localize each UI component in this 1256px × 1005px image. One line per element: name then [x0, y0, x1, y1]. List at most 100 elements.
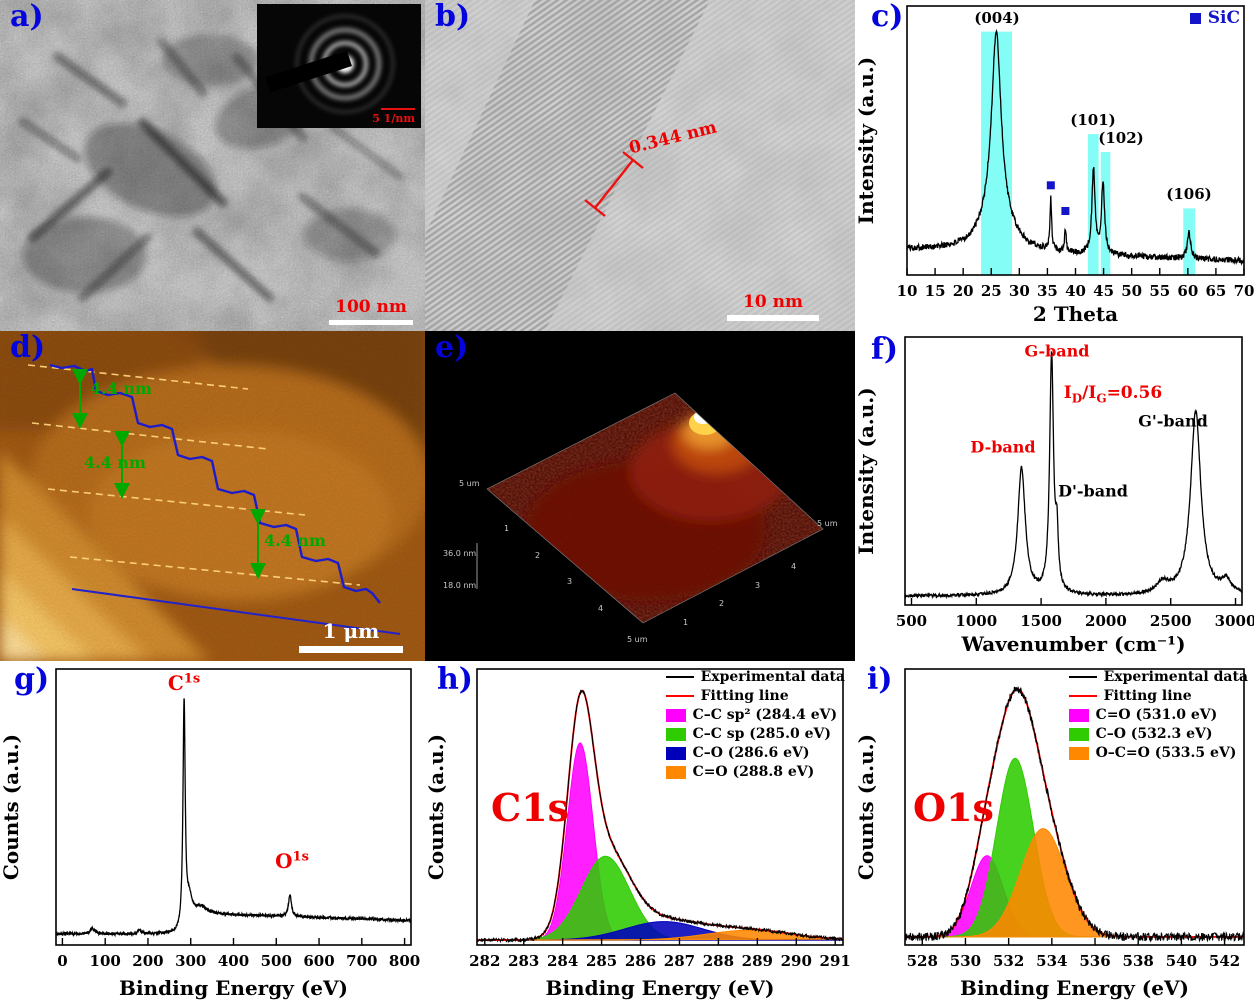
- x-tick-label: 50: [1121, 282, 1142, 300]
- legend-row: C=O (288.8 eV): [665, 764, 845, 780]
- panel-label: g): [14, 662, 50, 697]
- axis-tick-label: 3: [755, 581, 761, 590]
- x-tick-label: 300: [175, 952, 206, 970]
- x-axis-label: Binding Energy (eV): [960, 976, 1189, 1000]
- species-label: C1s: [491, 785, 570, 830]
- y-axis-label: Counts (a.u.): [855, 734, 878, 880]
- raman-plot: 500 1000 1500 2000 2500 3000 Wavenumber (cm⁻¹)…: [855, 336, 1256, 656]
- x-tick-label: 288: [703, 952, 734, 970]
- panel-g-xps-survey: 0 100 200 300 400 500 600 700 800 Binding Energy …: [0, 661, 425, 1005]
- x-tick-label: 1000: [955, 612, 997, 630]
- panel-f-raman: 500 1000 1500 2000 2500 3000 Wavenumber (cm⁻¹)…: [855, 331, 1256, 661]
- x-axis-label: Binding Energy (eV): [546, 976, 775, 1000]
- highlight-box: [1183, 208, 1196, 275]
- panel-label: i): [867, 662, 893, 697]
- x-tick-label: 60: [1177, 282, 1198, 300]
- legend-label: Experimental data: [700, 669, 845, 685]
- xps-survey-chart: 0 100 200 300 400 500 600 700 800 Binding Energy …: [0, 661, 425, 1005]
- axis-tick-label: 36.0 nm: [443, 549, 477, 558]
- sic-marker-icon: [1189, 12, 1201, 24]
- x-tick-label: 540: [1166, 952, 1197, 970]
- xrd-chart: 10 15 20 25 30 35 40 45 50 55 60 65 70 2 Theta Intensi…: [855, 0, 1256, 331]
- x-tick-label: 528: [907, 952, 938, 970]
- profile-section-line: [71, 588, 401, 635]
- axis-tick-label: 1: [683, 618, 689, 627]
- survey-plot: 0 100 200 300 400 500 600 700 800 Binding Energy …: [0, 668, 420, 1000]
- x-axis-label: 2 Theta: [1033, 302, 1118, 326]
- axis-tick-label: 3: [567, 577, 573, 586]
- panel-label: b): [435, 0, 471, 34]
- x-tick-label: 284: [547, 952, 578, 970]
- legend-label: C=O (288.8 eV): [692, 764, 815, 780]
- scalebar: 10 nm: [727, 292, 819, 321]
- legend-row: C–C sp (285.0 eV): [665, 726, 845, 742]
- scalebar-line: [299, 646, 403, 653]
- inset-scalebar-line: [381, 108, 415, 110]
- x-tick-label: 287: [664, 952, 695, 970]
- y-axis-label: Counts (a.u.): [425, 734, 448, 880]
- x-tick-label: 282: [469, 952, 500, 970]
- panel-label: a): [10, 0, 44, 34]
- x-tick-label: 400: [218, 952, 249, 970]
- c1s-peak-label: C1s: [167, 671, 201, 695]
- experimental-curve: [904, 686, 1245, 943]
- component-swatch: [665, 746, 686, 760]
- g-band-label: G-band: [1024, 341, 1090, 361]
- axis-tick-label: 2: [535, 551, 541, 560]
- xrd-peak-label-101: (101): [1070, 111, 1116, 129]
- component-swatch: [665, 727, 686, 741]
- x-axis-label: Binding Energy (eV): [119, 976, 348, 1000]
- o1s-chart: 528 530 532 534 536 538 540 542 Binding Energy (…: [855, 661, 1256, 1005]
- y-axis-label: Counts (a.u.): [0, 734, 23, 880]
- panel-label: e): [435, 331, 469, 365]
- legend-label: Fitting line: [700, 688, 789, 704]
- x-tick-label: 45: [1093, 282, 1114, 300]
- scalebar: 100 nm: [329, 297, 413, 325]
- highlight-box: [981, 31, 1012, 275]
- x-tick-label: 3000: [1215, 612, 1254, 630]
- spectrum-curve: [906, 28, 1245, 266]
- scalebar-line: [727, 315, 819, 321]
- x-tick-label: 291: [820, 952, 851, 970]
- x-tick-label: 200: [132, 952, 163, 970]
- component-swatch: [665, 708, 686, 722]
- x-tick-label: 30: [1009, 282, 1030, 300]
- x-tick-label: 1500: [1020, 612, 1062, 630]
- x-tick-label: 40: [1065, 282, 1086, 300]
- legend-label: Fitting line: [1103, 688, 1192, 704]
- panel-i-o1s: 528 530 532 534 536 538 540 542 Binding Energy (…: [855, 661, 1256, 1005]
- y-axis-label: Intensity (a.u.): [855, 57, 878, 224]
- x-tick-label: 538: [1123, 952, 1154, 970]
- axis-tick-label: 5 um: [817, 519, 838, 528]
- experimental-curve: [476, 689, 844, 944]
- lattice-spacing-marker: [584, 151, 644, 217]
- highlight-box: [1100, 152, 1111, 275]
- step-height-label: 4.4 nm: [90, 379, 152, 398]
- legend-label: C–C sp² (284.4 eV): [692, 707, 838, 723]
- x-tick-label: 542: [1209, 952, 1240, 970]
- plot-frame: [904, 336, 1243, 606]
- panel-e-afm-3d: e) 1 2 3 4 1 2 3 4 5 um 5 um 5 um 36.0 nm 18.0 nm: [425, 331, 855, 661]
- afm-image: [0, 331, 425, 661]
- scalebar-label: 1 μm: [322, 619, 380, 643]
- legend-row: Experimental data: [665, 669, 845, 685]
- axis-tick-label: 4: [598, 604, 604, 613]
- panel-label: h): [437, 662, 474, 697]
- x-tick-label: 536: [1079, 952, 1110, 970]
- highlight-box: [1087, 134, 1099, 275]
- component-swatch: [1068, 727, 1089, 741]
- x-tick-label: 290: [781, 952, 812, 970]
- x-tick-label: 35: [1037, 282, 1058, 300]
- sic-marker-icon: [1046, 181, 1055, 190]
- panel-label: c): [871, 0, 904, 34]
- x-tick-label: 100: [90, 952, 121, 970]
- d-band-label: D-band: [970, 437, 1036, 457]
- legend-row: O–C=O (533.5 eV): [1068, 745, 1248, 761]
- panel-d-afm: 4.4 nm 4.4 nm 4.4 nm 1 μm d): [0, 331, 425, 661]
- spectrum-curve: [904, 350, 1243, 600]
- scalebar-label: 100 nm: [335, 297, 407, 317]
- legend-label: C–O (532.3 eV): [1095, 726, 1213, 742]
- fitting-line-sample: [665, 695, 694, 697]
- panel-label: f): [871, 332, 899, 367]
